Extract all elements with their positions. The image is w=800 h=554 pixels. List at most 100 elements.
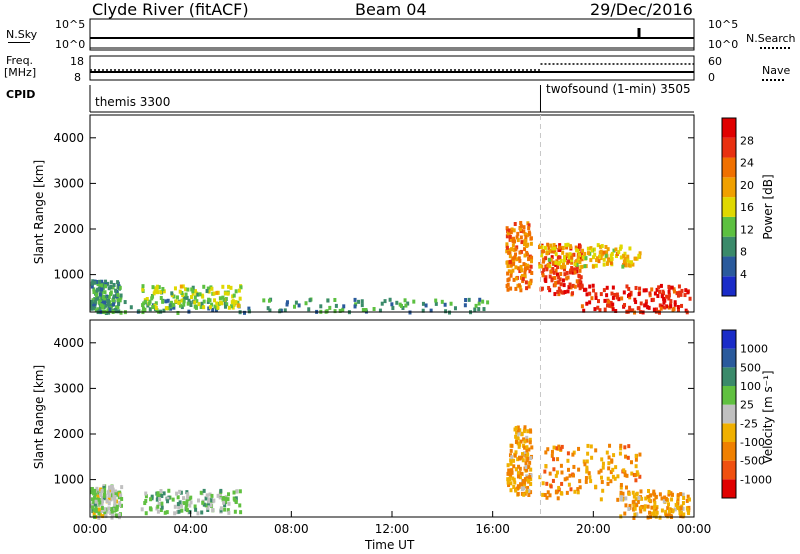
data-cell [221,284,225,289]
data-cell [141,303,145,308]
data-cell [114,499,118,504]
data-cell [520,471,524,476]
data-cell [529,490,533,495]
data-cell [628,503,632,508]
data-cell [679,492,683,497]
velocity-colorbar-swatch [722,442,736,461]
beam-label: Beam 04 [355,0,427,19]
data-cell [103,300,107,305]
data-cell [634,285,638,290]
data-cell [514,434,518,439]
data-cell [575,269,579,274]
data-cell [611,295,615,300]
velocity-colorbar-tick-label: 100 [740,380,761,393]
velocity-colorbar-swatch [722,423,736,442]
data-cell [600,244,604,249]
data-cell [634,300,638,305]
data-region [538,443,642,502]
data-cell [639,506,643,511]
data-cell [514,286,518,291]
data-cell [667,509,671,514]
data-cell [516,428,520,433]
data-cell [507,250,511,255]
data-cell [524,461,528,466]
data-cell [513,453,517,458]
data-cell [622,468,626,473]
freq-panel-frame [89,55,695,81]
data-cell [664,496,668,501]
data-cell [112,496,116,501]
data-cell [619,482,623,487]
data-cell [174,299,178,304]
data-cell [218,300,222,305]
data-cell [119,295,123,300]
data-cell [227,284,231,289]
data-cell [97,511,101,516]
velocity-colorbar-frame [721,329,737,499]
data-cell [510,247,514,252]
data-cell [673,302,677,307]
data-cell [676,493,680,498]
data-cell [100,489,104,494]
data-cell [512,458,516,463]
data-cell [634,457,638,462]
data-cell [547,246,551,251]
data-cell [109,497,113,502]
panel-frame [89,319,695,518]
data-cell [478,297,482,302]
data-cell [169,300,173,305]
nsearch-label: N.Search [746,32,796,45]
data-cell [481,299,485,304]
data-region [90,279,123,316]
data-cell [632,494,636,499]
velocity-colorbar-swatch [722,348,736,368]
data-cell [520,268,524,273]
data-cell [181,496,185,501]
data-cell [523,445,527,450]
data-cell [638,251,642,256]
data-cell [571,291,575,296]
data-cell [91,497,95,502]
data-cell [164,306,168,311]
data-cell [572,464,576,469]
velocity-colorbar-swatch [722,404,736,424]
data-cell [156,491,160,496]
data-cell [180,508,184,513]
data-cell [626,455,630,460]
data-cell [186,492,190,497]
data-cell [518,258,522,263]
data-cell [570,253,574,258]
nsearch-tick-high: 10^5 [708,18,739,31]
data-cell [180,503,184,508]
data-cell [607,466,611,471]
data-cell [606,247,610,252]
data-cell [578,479,582,484]
data-cell [585,301,589,306]
data-cell [193,295,197,300]
data-cell [591,283,595,288]
data-cell [171,497,175,502]
data-cell [667,492,671,497]
data-cell [552,457,556,462]
data-cell [528,269,532,274]
data-cell [555,272,559,277]
data-cell [507,248,511,253]
data-cell [599,475,603,480]
data-cell [178,500,182,505]
data-cell [604,244,608,249]
data-cell [528,440,532,445]
data-cell [599,497,603,502]
data-cell [541,259,545,264]
data-cell [112,282,116,287]
data-cell [561,278,565,283]
data-cell [509,488,513,493]
data-cell [193,289,197,294]
data-cell [545,251,549,256]
data-cell [639,301,643,306]
data-cell [622,496,626,501]
data-cell [686,509,690,514]
data-cell [116,292,120,297]
panel-frame [89,114,695,313]
data-cell [207,306,211,311]
data-cell [116,298,120,303]
